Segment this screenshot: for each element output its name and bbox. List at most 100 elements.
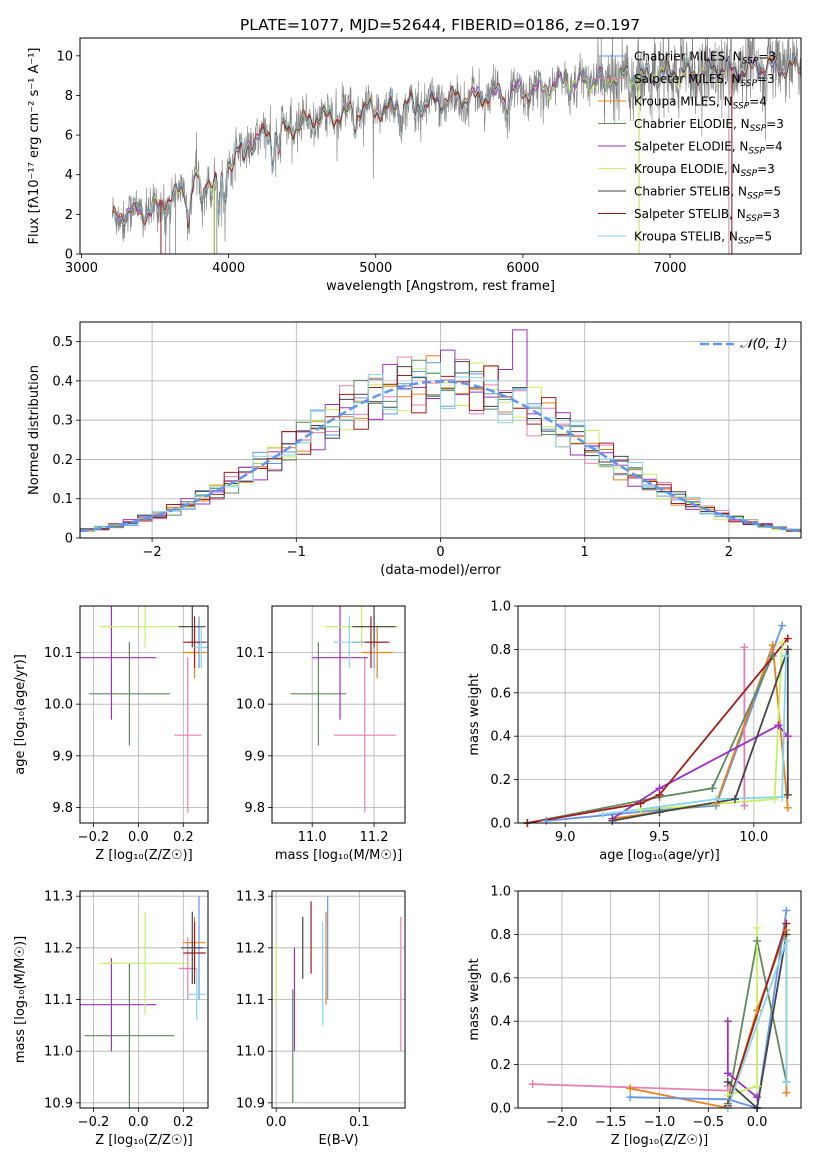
weight-line-kroupa-elodie — [727, 927, 758, 1096]
spectrum-plot-area — [112, 38, 801, 254]
mass-vs-Z-axes: −0.2 0.0 0.2 10.9 11.0 11.1 11.2 11.3 Z [log₁₀(Z… — [13, 890, 209, 1148]
model-spectrum-kroupa-stelib — [112, 54, 801, 226]
weight-marker — [782, 906, 791, 915]
mass-weight-vs-Z-axes: −2.0 −1.5 −1.0 −0.5 0.0 0.0 0.2 0.4 0.6 0.8 1.0 Z [… — [467, 885, 802, 1148]
y-tick-label: 0.4 — [52, 374, 73, 389]
axes-frame — [79, 605, 209, 824]
x-tick-label: 10.0 — [739, 830, 768, 845]
y-tick-label: 0.8 — [490, 643, 511, 658]
y-axis-label: mass weight — [467, 958, 482, 1040]
x-tick-label: 5000 — [359, 261, 392, 276]
y-axis-label: age [log₁₀(age/yr)] — [13, 654, 28, 775]
y-tick-label: 10.1 — [44, 646, 73, 661]
y-axis-label: mass weight — [467, 673, 482, 755]
y-tick-label: 0.6 — [490, 971, 511, 986]
x-tick-label: 9.5 — [649, 830, 670, 845]
age-vs-Z-axes: −0.2 0.0 0.2 9.8 9.9 10.0 10.1 Z [log₁₀(Z/Z☉)] a… — [13, 605, 209, 863]
x-axis-label: (data-model)/error — [380, 563, 501, 578]
mass-vs-Z-plot-area — [80, 896, 208, 1108]
x-tick-label: −0.5 — [693, 1115, 725, 1130]
y-tick-label: 9.9 — [244, 749, 265, 764]
mass-vs-ebv-axes: 0.0 0.1 10.9 11.0 11.1 11.2 11.3 E(B-V) — [236, 890, 406, 1148]
weight-marker — [778, 792, 787, 801]
weight-marker — [730, 795, 739, 804]
x-axis-label: mass [log₁₀(M/M☉)] — [275, 848, 402, 863]
residuals-plot-area — [80, 329, 801, 538]
legend-label: Chabrier STELIB, NSSP=5 — [634, 185, 781, 202]
weight-line-chabrier-stelib — [727, 934, 788, 1108]
x-tick-label: −2 — [143, 545, 162, 560]
y-tick-label: 0 — [65, 248, 73, 263]
x-axis-label: Z [log₁₀(Z/Z☉)] — [611, 1133, 708, 1148]
weight-marker — [783, 645, 792, 654]
mass-vs-ebv-plot-area — [275, 896, 402, 1103]
y-tick-label: 10.1 — [236, 646, 265, 661]
y-tick-label: 0.5 — [52, 335, 73, 350]
weight-marker — [753, 1082, 762, 1091]
weight-marker — [723, 1077, 732, 1086]
legend-label: Kroupa MILES, NSSP=4 — [634, 95, 767, 112]
weight-marker — [626, 1093, 635, 1102]
x-tick-label: 0.0 — [266, 1115, 287, 1130]
weight-marker — [712, 795, 721, 804]
weight-marker — [783, 803, 792, 812]
x-tick-label: 0.0 — [128, 830, 149, 845]
observed-spectrum-line — [112, 38, 801, 242]
x-tick-label: −0.2 — [78, 830, 110, 845]
weight-marker — [781, 651, 790, 660]
age-vs-mass-plot-area — [290, 606, 399, 813]
y-tick-label: 11.1 — [44, 993, 73, 1008]
weight-marker — [740, 643, 749, 652]
y-tick-label: 11.3 — [236, 890, 265, 905]
y-axis-label: mass [log₁₀(M/M☉)] — [13, 936, 28, 1063]
y-tick-label: 0.0 — [490, 817, 511, 832]
y-tick-label: 11.0 — [236, 1045, 265, 1060]
y-tick-label: 0.2 — [490, 1058, 511, 1073]
age-vs-mass-axes: 11.0 11.2 9.8 9.9 10.0 10.1 mass [log₁₀(M/M☉)] — [236, 605, 406, 863]
y-tick-label: 11.2 — [44, 941, 73, 956]
x-axis-label: age [log₁₀(age/yr)] — [599, 848, 720, 863]
weight-marker — [783, 634, 792, 643]
x-tick-label: 1 — [581, 545, 589, 560]
age-vs-Z-plot-area — [80, 606, 208, 813]
weight-marker — [598, 810, 607, 819]
x-axis-label: E(B-V) — [318, 1133, 358, 1148]
weight-marker — [778, 621, 787, 630]
weight-marker — [708, 784, 717, 793]
mass-weight-vs-age-plot-area — [527, 625, 789, 823]
weight-line-chabrier-elodie — [527, 655, 774, 823]
weight-marker — [753, 1093, 762, 1102]
legend-label: Salpeter STELIB, NSSP=3 — [634, 207, 780, 224]
residuals-axes: −2 −1 0 1 2 0 0.1 0.2 0.3 0.4 0.5 (data-model)/erro… — [27, 321, 802, 578]
y-tick-label: 9.9 — [52, 749, 73, 764]
weight-marker — [778, 638, 787, 647]
spectrum-axes: 3000 4000 5000 6000 7000 0 2 4 6 8 10 wavelength [A… — [27, 37, 802, 294]
x-tick-label: 0.1 — [349, 1115, 370, 1130]
weight-marker — [783, 732, 792, 741]
x-tick-label: 3000 — [65, 261, 98, 276]
y-tick-label: 2 — [65, 208, 73, 223]
weight-marker — [753, 936, 762, 945]
weight-marker — [782, 1088, 791, 1097]
y-tick-label: 8 — [65, 89, 73, 104]
x-tick-label: 0.0 — [747, 1115, 768, 1130]
x-tick-label: 2 — [725, 545, 733, 560]
weight-marker — [528, 1080, 537, 1089]
weight-marker — [782, 936, 791, 945]
y-tick-label: 0.6 — [490, 686, 511, 701]
y-tick-label: 10.9 — [44, 1096, 73, 1111]
legend-label: Chabrier ELODIE, NSSP=3 — [634, 117, 784, 134]
y-tick-label: 0.1 — [52, 492, 73, 507]
weight-marker — [723, 1090, 732, 1099]
y-axis-label: Normed distribution — [27, 365, 42, 495]
axes-frame — [271, 605, 406, 824]
y-tick-label: 10 — [56, 49, 73, 64]
y-tick-label: 9.8 — [244, 801, 265, 816]
y-tick-label: 11.1 — [236, 993, 265, 1008]
x-tick-label: 0.0 — [128, 1115, 149, 1130]
y-tick-label: 11.2 — [236, 941, 265, 956]
y-tick-label: 10.0 — [236, 698, 265, 713]
weight-marker — [723, 1069, 732, 1078]
y-tick-label: 10.0 — [44, 698, 73, 713]
